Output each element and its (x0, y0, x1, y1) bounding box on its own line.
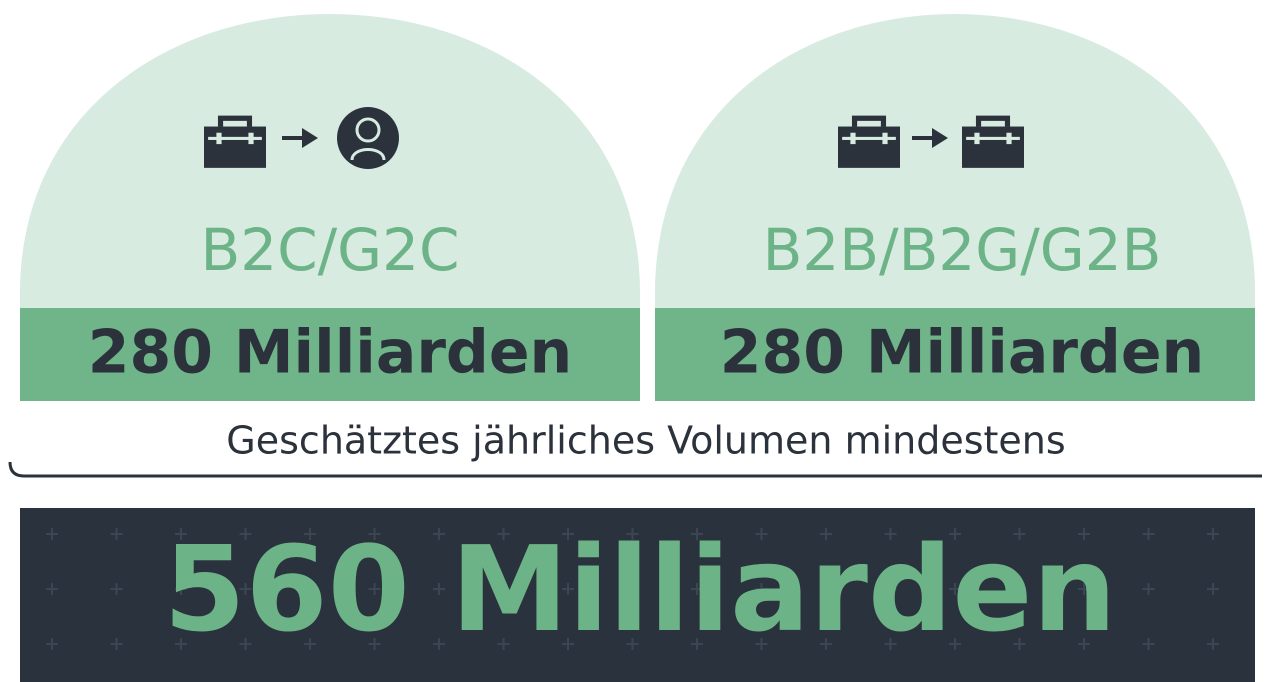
segment-amount: 280 Milliarden (720, 318, 1205, 388)
total-value: 560 Milliarden (164, 520, 1117, 658)
total-box: 560 Milliarden (20, 508, 1255, 682)
bracket (8, 461, 1262, 478)
band (655, 308, 1255, 401)
plus-pattern (20, 508, 1255, 682)
band (20, 308, 640, 401)
segment-amount: 280 Milliarden (88, 318, 573, 388)
dome (655, 14, 1255, 308)
person-icon (337, 107, 399, 169)
dome (20, 14, 640, 308)
segment-label: B2C/G2C (200, 216, 459, 284)
caption: Geschätztes jährliches Volumen mindesten… (226, 419, 1065, 463)
segment-right: B2B/B2G/G2B 280 Milliarden (655, 14, 1255, 401)
segment-label: B2B/B2G/G2B (763, 216, 1162, 284)
segment-left: B2C/G2C 280 Milliarden (20, 14, 640, 401)
